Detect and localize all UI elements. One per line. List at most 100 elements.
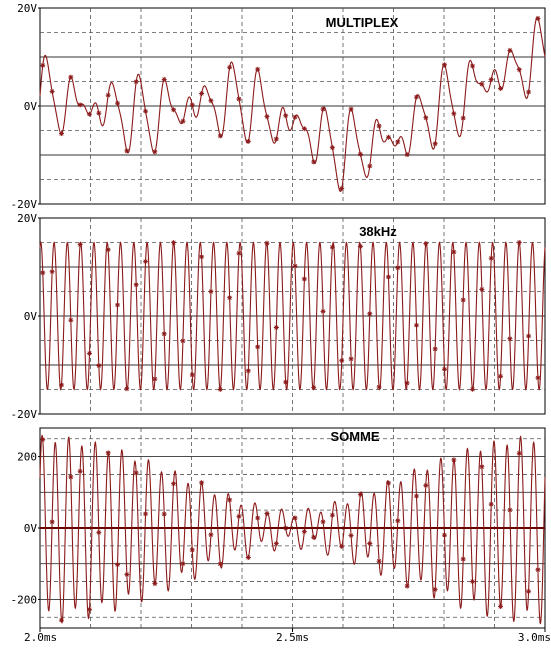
series-marker-3 <box>348 532 354 538</box>
series-marker-2 <box>320 308 326 314</box>
series-marker-1 <box>68 74 74 80</box>
series-marker-1 <box>77 102 83 108</box>
series-marker-1 <box>423 115 429 121</box>
series-marker-1 <box>507 47 513 53</box>
series-marker-1 <box>255 66 261 72</box>
series-marker-3 <box>255 515 261 521</box>
waveform-1 <box>39 17 546 192</box>
series-marker-3 <box>124 572 130 578</box>
series-marker-2 <box>292 263 298 269</box>
series-marker-1 <box>143 108 149 114</box>
series-marker-3 <box>339 543 345 549</box>
series-marker-3 <box>479 464 485 470</box>
series-marker-1 <box>451 111 457 117</box>
series-marker-2 <box>40 270 46 276</box>
series-marker-2 <box>217 386 223 392</box>
series-marker-1 <box>488 77 494 83</box>
series-marker-2 <box>535 375 541 381</box>
series-marker-1 <box>413 94 419 100</box>
series-marker-2 <box>58 382 64 388</box>
x-tick-label: 2.0ms <box>24 631 57 644</box>
series-marker-1 <box>385 134 391 140</box>
series-marker-3 <box>49 519 55 525</box>
series-marker-3 <box>171 481 177 487</box>
y-tick-label-2: 0V <box>24 310 38 323</box>
y-tick-label-3: 0V <box>24 522 38 535</box>
series-marker-2 <box>68 317 74 323</box>
series-marker-2 <box>488 255 494 261</box>
series-marker-2 <box>432 346 438 352</box>
series-marker-2 <box>124 386 130 392</box>
series-marker-3 <box>264 511 270 517</box>
series-marker-2 <box>152 376 158 382</box>
series-marker-1 <box>152 149 158 155</box>
series-marker-2 <box>161 331 167 337</box>
series-marker-3 <box>526 588 532 594</box>
series-marker-1 <box>320 106 326 112</box>
series-marker-3 <box>86 606 92 612</box>
series-marker-1 <box>283 113 289 119</box>
series-marker-1 <box>189 102 195 108</box>
series-marker-2 <box>367 311 373 317</box>
y-tick-label-1: -20V <box>11 198 38 211</box>
series-marker-2 <box>423 241 429 247</box>
series-marker-2 <box>171 240 177 246</box>
series-marker-1 <box>376 123 382 129</box>
series-marker-2 <box>189 372 195 378</box>
series-marker-3 <box>470 579 476 585</box>
series-marker-1 <box>498 85 504 91</box>
series-marker-3 <box>498 603 504 609</box>
series-marker-2 <box>376 384 382 390</box>
series-marker-2 <box>133 282 139 288</box>
series-marker-3 <box>58 617 64 623</box>
panel-title-2: 38kHz <box>359 224 397 239</box>
series-marker-2 <box>77 242 83 248</box>
series-marker-1 <box>526 89 532 95</box>
series-marker-2 <box>115 302 121 308</box>
series-marker-2 <box>227 295 233 301</box>
series-marker-3 <box>385 480 391 486</box>
series-marker-3 <box>367 541 373 547</box>
series-marker-3 <box>442 532 448 538</box>
series-marker-1 <box>339 185 345 191</box>
y-tick-label-1: 20V <box>17 2 37 15</box>
series-marker-1 <box>470 63 476 69</box>
series-marker-1 <box>395 139 401 145</box>
series-marker-3 <box>432 586 438 592</box>
series-marker-1 <box>367 163 373 169</box>
series-marker-1 <box>49 88 55 94</box>
series-marker-1 <box>40 62 46 68</box>
series-marker-1 <box>442 62 448 68</box>
series-marker-3 <box>329 512 335 518</box>
series-marker-2 <box>357 243 363 249</box>
series-marker-3 <box>404 583 410 589</box>
series-marker-2 <box>451 249 457 255</box>
series-marker-1 <box>124 148 130 154</box>
series-marker-2 <box>385 274 391 280</box>
series-marker-1 <box>535 15 541 21</box>
series-marker-1 <box>58 131 64 137</box>
series-marker-1 <box>208 98 214 104</box>
series-marker-1 <box>432 141 438 147</box>
y-tick-label-3: 200 <box>17 451 37 464</box>
series-marker-2 <box>404 380 410 386</box>
series-marker-1 <box>460 115 466 121</box>
series-marker-2 <box>498 373 504 379</box>
series-marker-1 <box>404 152 410 158</box>
series-marker-2 <box>49 269 55 275</box>
series-marker-3 <box>395 518 401 524</box>
series-marker-2 <box>86 350 92 356</box>
series-marker-1 <box>105 92 111 98</box>
series-marker-1 <box>516 67 522 73</box>
series-marker-3 <box>227 497 233 503</box>
series-marker-2 <box>236 250 242 256</box>
series-marker-3 <box>105 450 111 456</box>
series-marker-1 <box>273 136 279 142</box>
series-marker-3 <box>40 437 46 443</box>
series-marker-2 <box>339 358 345 364</box>
series-marker-3 <box>488 501 494 507</box>
series-marker-2 <box>311 385 317 391</box>
series-marker-3 <box>143 511 149 517</box>
series-marker-1 <box>86 111 92 117</box>
